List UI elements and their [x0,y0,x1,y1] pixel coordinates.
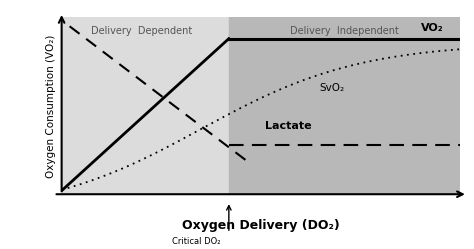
Bar [62,17,229,194]
Text: VO₂: VO₂ [421,23,444,33]
X-axis label: Oxygen Delivery (DO₂): Oxygen Delivery (DO₂) [182,219,339,232]
Text: Lactate: Lactate [265,121,312,130]
Text: Critical DO₂: Critical DO₂ [173,237,221,246]
Text: Delivery  Independent: Delivery Independent [290,26,399,36]
Bar [229,17,460,194]
Y-axis label: Oxygen Consumption (VO₂): Oxygen Consumption (VO₂) [46,34,56,178]
Text: SvO₂: SvO₂ [320,83,345,93]
Text: Delivery  Dependent: Delivery Dependent [91,26,192,36]
